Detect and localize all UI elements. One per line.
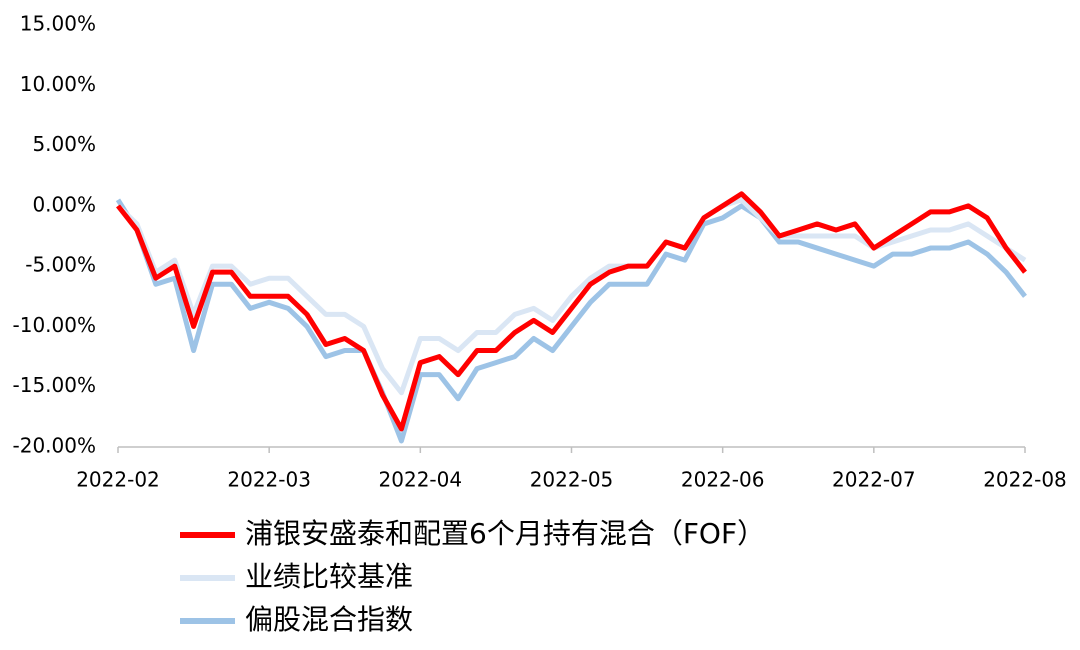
legend-label: 业绩比较基准 [245, 560, 413, 593]
y-tick-label: 10.00% [20, 72, 96, 96]
legend-label: 浦银安盛泰和配置6个月持有混合（FOF） [245, 517, 765, 550]
y-tick-label: 15.00% [20, 12, 96, 36]
series-line [115, 198, 1027, 444]
y-tick-label: -10.00% [13, 313, 96, 337]
x-tick-label: 2022-06 [681, 468, 765, 492]
x-tick-label: 2022-04 [379, 468, 463, 492]
x-tick-label: 2022-02 [76, 468, 160, 492]
x-tick-label: 2022-07 [832, 468, 916, 492]
series-line [116, 191, 1027, 432]
x-tick-label: 2022-08 [983, 468, 1067, 492]
y-tick-label: 0.00% [32, 192, 96, 216]
x-tick-label: 2022-05 [530, 468, 614, 492]
y-tick-label: 5.00% [32, 132, 96, 156]
y-tick-label: -20.00% [13, 434, 96, 458]
y-tick-label: -5.00% [25, 253, 96, 277]
y-tick-label: -15.00% [13, 373, 96, 397]
legend-label: 偏股混合指数 [245, 603, 413, 636]
x-tick-label: 2022-03 [227, 468, 311, 492]
